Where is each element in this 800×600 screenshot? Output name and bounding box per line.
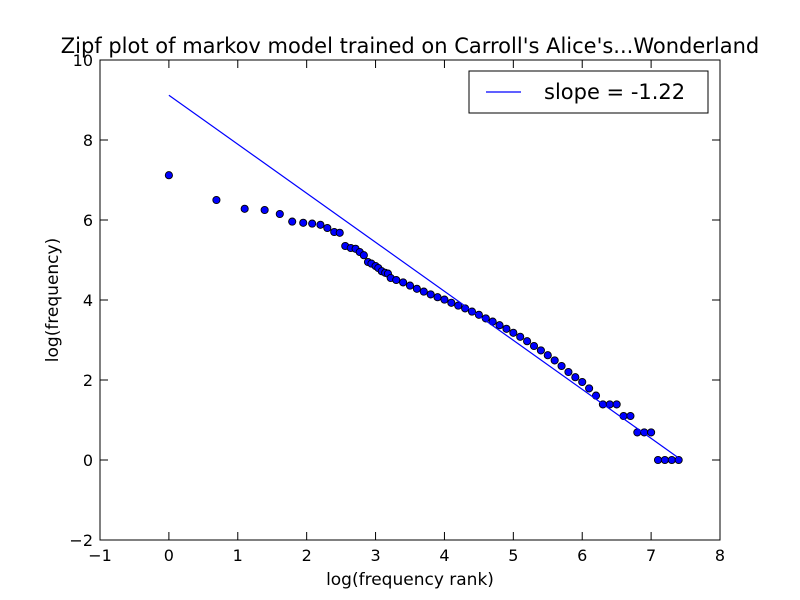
scatter-point	[550, 356, 559, 365]
y-tick-label: 2	[83, 371, 93, 390]
scatter-point	[557, 361, 566, 371]
y-tick-label: 6	[83, 211, 93, 230]
scatter-point	[454, 301, 463, 310]
scatter-point	[275, 209, 284, 219]
scatter-point	[440, 295, 449, 304]
scatter-point	[308, 219, 317, 228]
scatter-point	[335, 228, 344, 237]
scatter-point	[405, 281, 415, 290]
x-tick-label: 7	[646, 546, 656, 565]
scatter-point	[667, 455, 676, 465]
scatter-point	[433, 293, 442, 302]
x-tick-label: −1	[88, 546, 112, 565]
scatter-point	[591, 391, 601, 400]
x-tick-label: 3	[370, 546, 380, 565]
scatter-point	[571, 373, 580, 382]
scatter-point	[529, 341, 539, 351]
scatter-point	[447, 298, 456, 307]
scatter-point	[392, 275, 401, 285]
scatter-point	[674, 455, 683, 465]
x-tick-label: 6	[577, 546, 587, 565]
legend-label: slope = -1.22	[544, 80, 685, 104]
data-layer	[164, 94, 683, 465]
scatter-point	[612, 400, 621, 409]
scatter-point	[523, 337, 532, 346]
x-tick-label: 2	[302, 546, 312, 565]
scatter-point	[412, 284, 421, 293]
scatter-point	[399, 278, 408, 287]
scatter-point	[164, 171, 173, 180]
scatter-point	[626, 411, 635, 421]
scatter-point	[516, 332, 525, 341]
scatter-point	[660, 455, 669, 465]
fit-line	[168, 94, 680, 459]
scatter-point	[509, 328, 518, 337]
scatter-point	[502, 324, 511, 333]
x-tick-label: 0	[164, 546, 174, 565]
scatter-point	[426, 290, 435, 299]
y-tick-label: 0	[83, 451, 93, 470]
scatter-point	[212, 195, 221, 205]
scatter-point	[578, 377, 587, 387]
y-tick-label: −2	[69, 531, 93, 550]
x-axis-label: log(frequency rank)	[326, 570, 494, 590]
scatter-point	[260, 205, 269, 215]
scatter-point	[240, 204, 249, 213]
scatter-point	[647, 428, 656, 437]
scatter-point	[419, 287, 428, 296]
y-tick-label: 4	[83, 291, 93, 310]
scatter-point	[564, 367, 573, 377]
scatter-point	[543, 351, 552, 360]
legend: slope = -1.22	[468, 70, 709, 114]
y-tick-label: 8	[83, 131, 93, 150]
scatter-point	[495, 321, 504, 330]
scatter-point	[536, 346, 545, 355]
y-tick-label: 10	[73, 51, 93, 70]
scatter-point	[299, 218, 308, 227]
scatter-point	[653, 455, 663, 465]
x-tick-label: 4	[439, 546, 449, 565]
y-axis-label: log(frequency)	[43, 238, 63, 362]
x-tick-label: 8	[715, 546, 725, 565]
scatter-point	[359, 251, 368, 260]
x-tick-label: 5	[508, 546, 518, 565]
scatter-point	[288, 217, 297, 226]
chart-title: Zipf plot of markov model trained on Car…	[61, 34, 760, 58]
x-tick-label: 1	[233, 546, 243, 565]
scatter-point	[316, 220, 325, 229]
scatter-point	[323, 223, 332, 233]
scatter-point	[585, 384, 594, 393]
